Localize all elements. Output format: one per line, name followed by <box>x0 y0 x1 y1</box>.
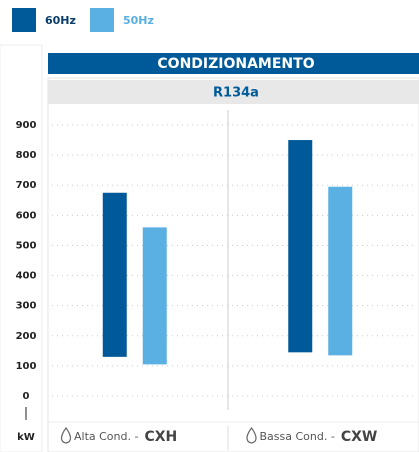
bar <box>102 192 127 357</box>
category-note: Alta Cond. - <box>74 430 138 443</box>
axis-panel <box>0 44 43 452</box>
y-tick-label: 100 <box>16 361 37 372</box>
drop-icon <box>246 426 257 444</box>
y-tick-label: 800 <box>16 150 37 161</box>
legend-label: 50Hz <box>123 14 154 27</box>
legend-swatch <box>12 8 36 32</box>
y-tick-label: 900 <box>16 120 37 131</box>
y-tick-label: 600 <box>16 210 37 221</box>
legend-swatch <box>90 8 114 32</box>
y-tick-label: 300 <box>16 301 37 312</box>
legend-label: 60Hz <box>45 14 76 27</box>
drop-icon <box>60 426 72 444</box>
x-tick-label: CXH <box>144 429 177 445</box>
subtitle-bar <box>48 80 419 104</box>
bar <box>142 227 167 365</box>
title-bar <box>48 53 419 74</box>
y-tick-label: 0 <box>23 391 30 402</box>
y-tick-label: 200 <box>16 331 37 342</box>
bar <box>288 140 313 353</box>
y-tick-label: 400 <box>16 271 37 282</box>
chart-subtitle: R134a <box>213 86 259 101</box>
category-note: Bassa Cond. - <box>260 430 335 443</box>
y-tick-label: 700 <box>16 180 37 191</box>
x-tick-label: CXW <box>341 429 378 445</box>
y-axis-label: kW <box>17 432 35 443</box>
chart-title: CONDIZIONAMENTO <box>157 56 314 72</box>
y-tick-label: 500 <box>16 240 37 251</box>
bar <box>328 186 353 356</box>
